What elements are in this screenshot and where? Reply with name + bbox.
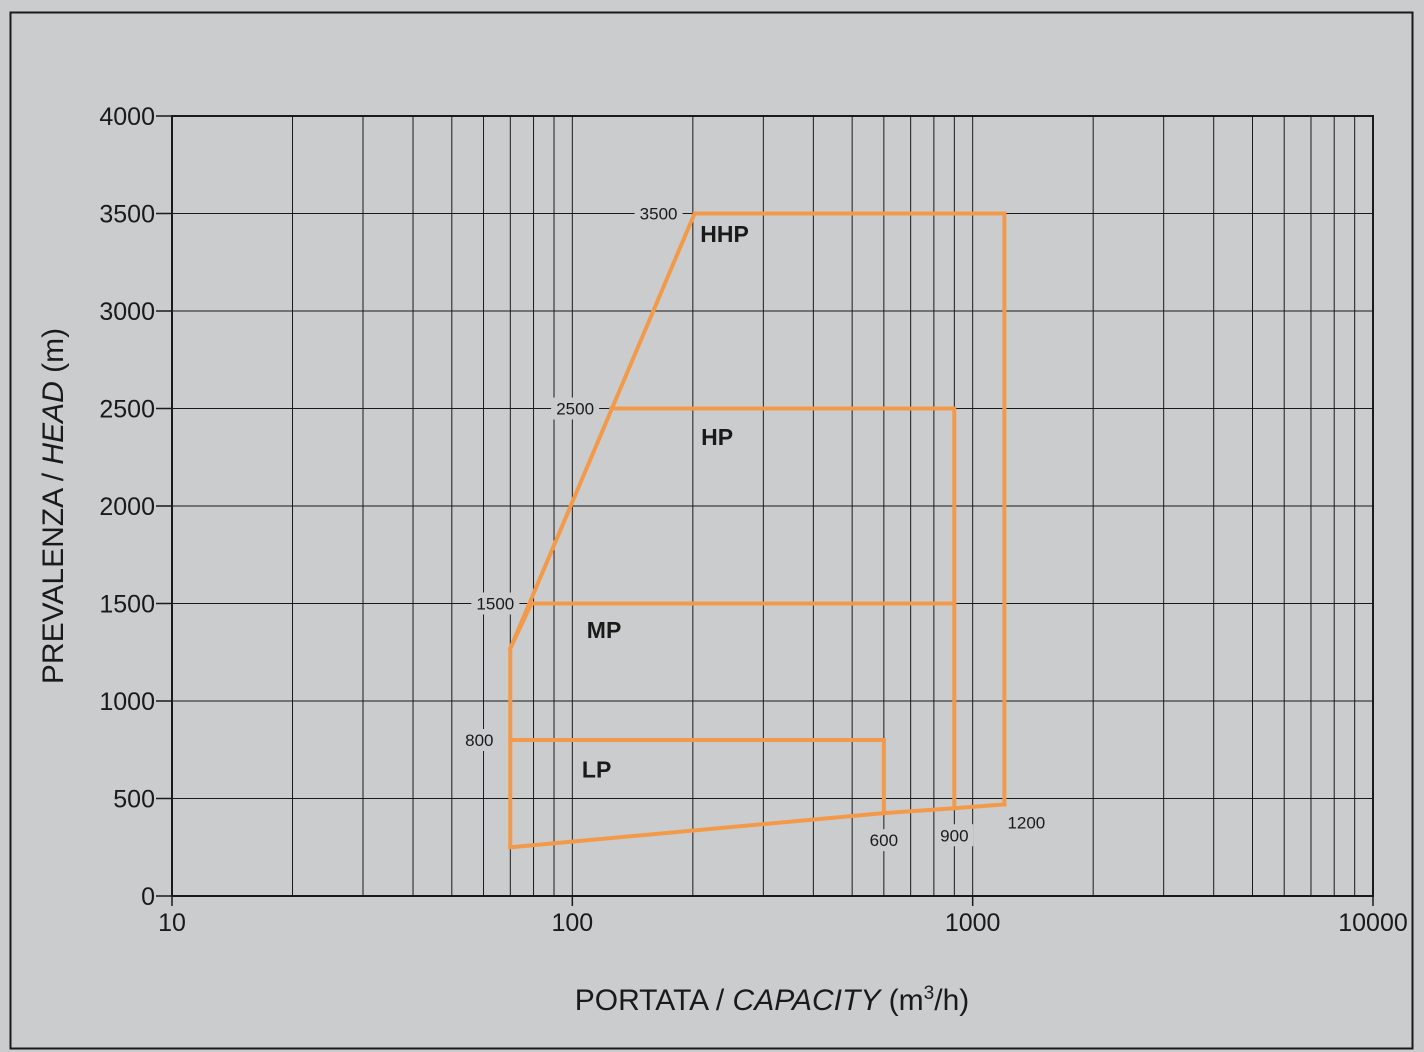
annotation-bg (864, 829, 903, 852)
x-tick-label: 100 (551, 909, 593, 937)
series-lp-line (508, 738, 886, 816)
region-label-mp: MP (587, 617, 622, 643)
region-labels: HHP HP MP LP (582, 221, 749, 782)
series-group (507, 211, 1007, 850)
y-axis-label: PREVALENZA / HEAD (m) (37, 328, 70, 684)
x-tick-label: 1000 (945, 909, 1001, 937)
annotation-bg (551, 397, 600, 420)
annotation-label: 900 (940, 826, 968, 845)
y-tick-label: 1000 (99, 688, 155, 716)
region-label-hp: HP (701, 424, 733, 450)
series-hp-line (609, 406, 957, 811)
y-tick-label: 2500 (99, 396, 155, 424)
series-hhp-line (507, 211, 1007, 807)
x-axis-label: PORTATA / CAPACITY (m3/h) (575, 983, 970, 1017)
annotation-label: 1200 (1007, 813, 1045, 832)
annotation-label: 1500 (476, 595, 514, 614)
region-label-hhp: HHP (700, 221, 749, 247)
y-tick-label: 500 (113, 786, 155, 814)
annotations: 3500 2500 1500 800 600 900 1200 (460, 202, 1051, 852)
annotation-label: 800 (465, 731, 493, 750)
ticks: 0 500 1000 1500 2000 2500 3000 3500 4000 10 100 100… (99, 103, 1407, 937)
annotation-bg (460, 729, 499, 751)
annotation-label: 2500 (556, 400, 594, 419)
grid (172, 116, 1373, 896)
annotation-bg (935, 824, 974, 847)
frame (9, 11, 1414, 1050)
annotation-label: 600 (870, 831, 898, 850)
x-axis-label-prefix: PORTATA / (575, 984, 733, 1017)
annotation-label: 3500 (640, 205, 678, 224)
region-label-lp: LP (582, 756, 611, 782)
x-tick-label: 10 (158, 909, 186, 937)
annotation-bg (1002, 811, 1051, 834)
y-tick-label: 2000 (99, 493, 155, 521)
series-bottom-boundary-line (508, 802, 1007, 850)
y-tick-label: 3000 (99, 298, 155, 326)
y-tick-label: 0 (141, 883, 155, 911)
y-axis-label-prefix: PREVALENZA / (37, 465, 70, 685)
y-tick-label: 1500 (99, 591, 155, 619)
y-axis-label-unit: (m) (37, 328, 70, 381)
y-tick-label: 3500 (99, 201, 155, 229)
x-axis-label-unit: (m (880, 984, 923, 1017)
annotation-bg (634, 202, 683, 225)
y-tick-label: 4000 (99, 103, 155, 131)
x-axis-label-unit-end: /h) (934, 984, 969, 1017)
x-axis-label-sup: 3 (924, 983, 935, 1004)
y-axis-label-italic: HEAD (37, 381, 70, 464)
series-mp-line (508, 601, 957, 850)
annotation-bg (471, 592, 520, 615)
x-axis-label-italic: CAPACITY (733, 984, 883, 1017)
x-tick-label: 10000 (1338, 909, 1408, 937)
